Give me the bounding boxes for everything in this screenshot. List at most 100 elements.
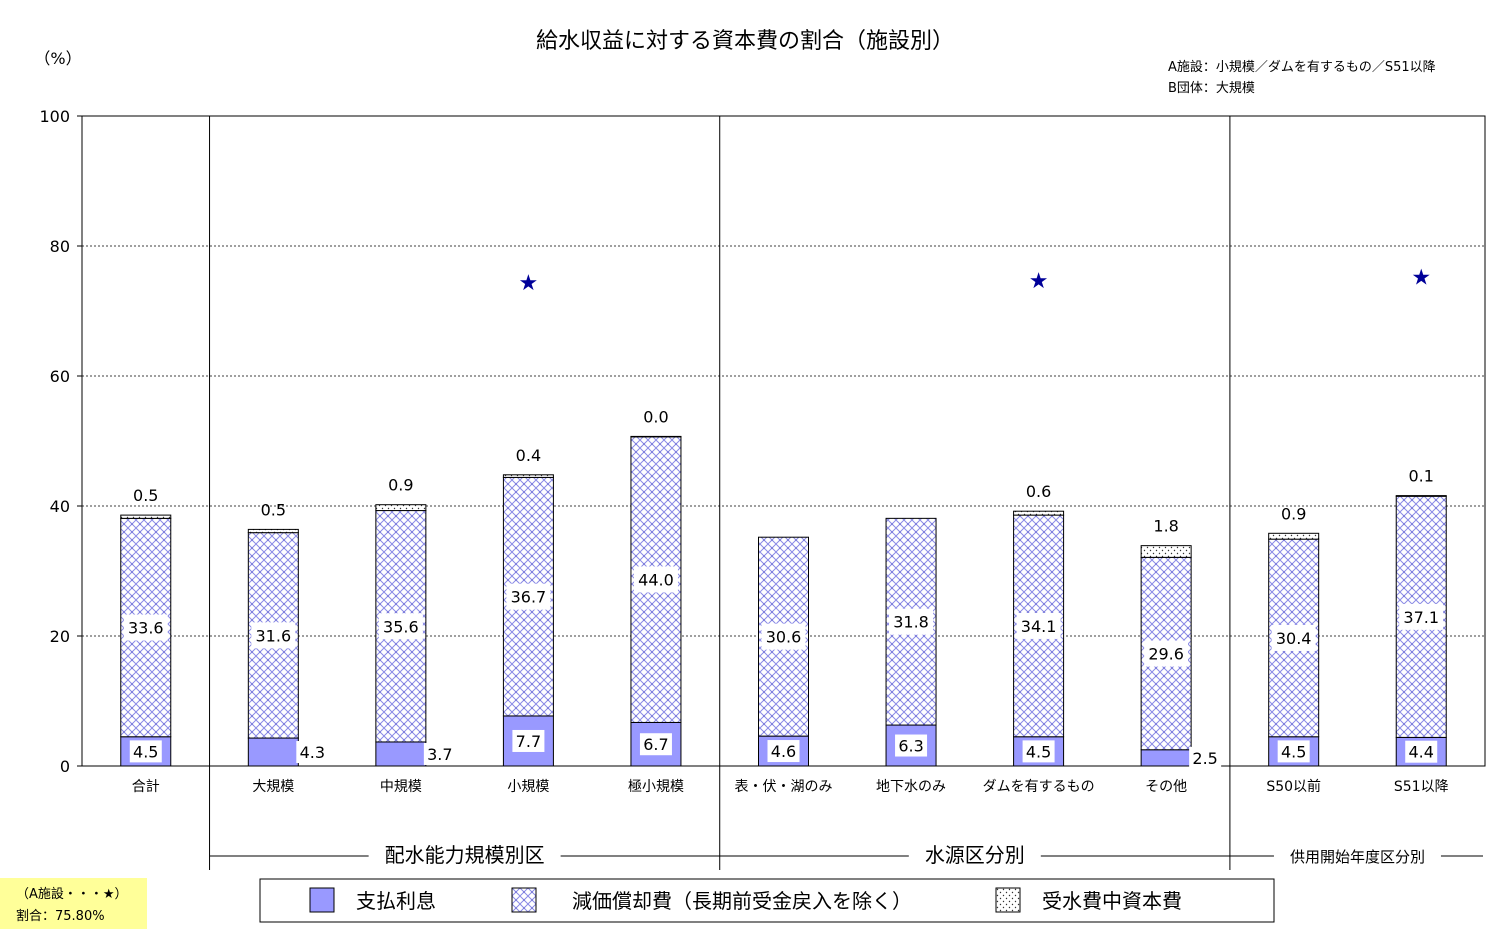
- bar-purchased-water: [502, 474, 554, 478]
- annotation-box: （A施設・・・★） 割合：75.80%: [0, 878, 147, 929]
- category-label: S51以降: [1394, 779, 1449, 795]
- value-label-purchased-water: 0.6: [1026, 482, 1051, 501]
- legend-label-interest: 支払利息: [356, 889, 436, 913]
- value-label-depreciation: 30.4: [1276, 629, 1312, 648]
- value-label-interest: 4.6: [771, 742, 796, 761]
- value-label-interest: 3.7: [427, 745, 452, 764]
- legend-swatch-depreciation: [511, 887, 537, 913]
- value-label-bg: [767, 740, 800, 763]
- annotation-bg: [0, 878, 147, 929]
- category-label: 中規模: [380, 779, 422, 795]
- legend-box: [259, 878, 1275, 923]
- bar-purchased-water: [1140, 545, 1192, 558]
- star-marker: ★: [1029, 269, 1049, 294]
- legend-swatch-interest: [309, 887, 335, 913]
- annotation-line1: （A施設・・・★）: [16, 886, 128, 902]
- value-label-purchased-water: 1.8: [1153, 517, 1178, 536]
- value-label-bg: [639, 733, 672, 756]
- category-label: その他: [1145, 779, 1187, 795]
- value-label-bg: [129, 740, 162, 763]
- note-a: A施設：小規模／ダムを有するもの／S51以降: [1168, 59, 1436, 75]
- y-tick-label: 80: [50, 237, 70, 256]
- annotation-line2: 割合：75.80%: [16, 908, 105, 924]
- value-label-bg: [251, 622, 296, 649]
- bar-purchased-water: [1268, 532, 1320, 540]
- value-label-purchased-water: 0.5: [261, 500, 286, 519]
- legend-label-depreciation: 減価償却費（長期前受金戻入を除く）: [572, 889, 912, 913]
- group-labels: 配水能力規模別区 水源区分別 供用開始年度区分別: [209, 843, 1483, 867]
- star-marker: ★: [1411, 266, 1431, 291]
- value-label-interest: 4.5: [1281, 742, 1306, 761]
- value-label-bg: [512, 729, 545, 752]
- group-label: 水源区分別: [925, 843, 1025, 867]
- value-label-interest: 4.5: [133, 742, 158, 761]
- value-label-bg: [1016, 612, 1061, 639]
- value-label-bg: [1189, 746, 1222, 769]
- value-label-bg: [1399, 603, 1444, 630]
- category-label: S50以前: [1266, 778, 1321, 795]
- star-marker: ★: [519, 271, 539, 296]
- y-tick-label: 20: [50, 627, 70, 646]
- value-label-purchased-water: 0.9: [1281, 504, 1306, 523]
- value-label-interest: 6.3: [898, 737, 923, 756]
- value-label-depreciation: 31.8: [893, 613, 929, 632]
- note-b: B団体：大規模: [1168, 81, 1255, 96]
- y-ticks: 0 20 40 60 80 100: [39, 107, 70, 776]
- y-tick-label: 0: [60, 757, 70, 776]
- y-tick-label: 100: [39, 107, 70, 126]
- value-label-interest: 7.7: [516, 732, 541, 751]
- category-label: 合計: [132, 779, 160, 795]
- value-label-depreciation: 30.6: [766, 628, 802, 647]
- value-label-interest: 4.5: [1026, 742, 1051, 761]
- y-tick-label: 60: [50, 367, 70, 386]
- value-label-depreciation: 31.6: [256, 626, 292, 645]
- bar-interest: [375, 741, 427, 767]
- bar-purchased-water: [375, 504, 427, 512]
- value-label-purchased-water: 0.1: [1409, 467, 1434, 486]
- legend-label-purchased-water: 受水費中資本費: [1042, 889, 1182, 913]
- value-label-purchased-water: 0.0: [643, 407, 668, 426]
- bar-interest: [247, 737, 299, 767]
- value-label-bg: [123, 614, 168, 641]
- bar-purchased-water: [1395, 495, 1447, 497]
- value-label-bg: [1144, 640, 1189, 667]
- value-label-depreciation: 36.7: [511, 588, 547, 607]
- bar-purchased-water: [247, 528, 299, 534]
- bars-layer: 4.5 33.6 0.5 4.3 31.6 0.5 3.7 35.6 0.9 7.7 36.7 0.4…: [120, 407, 1447, 769]
- value-label-interest: 6.7: [643, 735, 668, 754]
- value-label-bg: [1277, 740, 1310, 763]
- value-label-purchased-water: 0.5: [133, 486, 158, 505]
- value-label-depreciation: 35.6: [383, 617, 419, 636]
- markers-layer: ★ ★ ★: [519, 266, 1432, 296]
- group-label: 配水能力規模別区: [385, 843, 545, 867]
- legend: 支払利息 減価償却費（長期前受金戻入を除く） 受水費中資本費: [259, 878, 1275, 923]
- value-label-bg: [423, 742, 456, 765]
- value-label-interest: 4.3: [300, 743, 325, 762]
- value-label-depreciation: 34.1: [1021, 617, 1057, 636]
- value-label-depreciation: 33.6: [128, 619, 164, 638]
- category-labels: 合計 大規模 中規模 小規模 極小規模 表・伏・湖のみ 地下水のみ ダムを有するもの その他 S5…: [132, 778, 1449, 795]
- value-label-bg: [506, 583, 551, 610]
- chart-title: 給水収益に対する資本費の割合（施設別）: [536, 29, 954, 54]
- value-label-bg: [1271, 624, 1316, 651]
- value-label-bg: [296, 741, 329, 764]
- category-label: 小規模: [507, 779, 549, 795]
- category-label: ダムを有するもの: [983, 779, 1095, 795]
- category-label: 地下水のみ: [876, 779, 946, 795]
- y-axis-label: （%）: [34, 49, 81, 68]
- value-label-bg: [378, 613, 423, 640]
- value-label-depreciation: 44.0: [638, 570, 674, 589]
- value-label-bg: [761, 623, 806, 650]
- value-label-depreciation: 37.1: [1403, 608, 1439, 627]
- bar-purchased-water: [120, 514, 172, 519]
- category-label: 大規模: [252, 779, 294, 795]
- value-label-bg: [889, 608, 934, 635]
- value-label-interest: 2.5: [1192, 749, 1217, 768]
- group-label: 供用開始年度区分別: [1290, 848, 1425, 866]
- value-label-interest: 4.4: [1409, 743, 1434, 762]
- value-label-bg: [895, 734, 928, 757]
- value-label-bg: [1022, 740, 1055, 763]
- y-tick-label: 40: [50, 497, 70, 516]
- value-label-depreciation: 29.6: [1148, 645, 1184, 664]
